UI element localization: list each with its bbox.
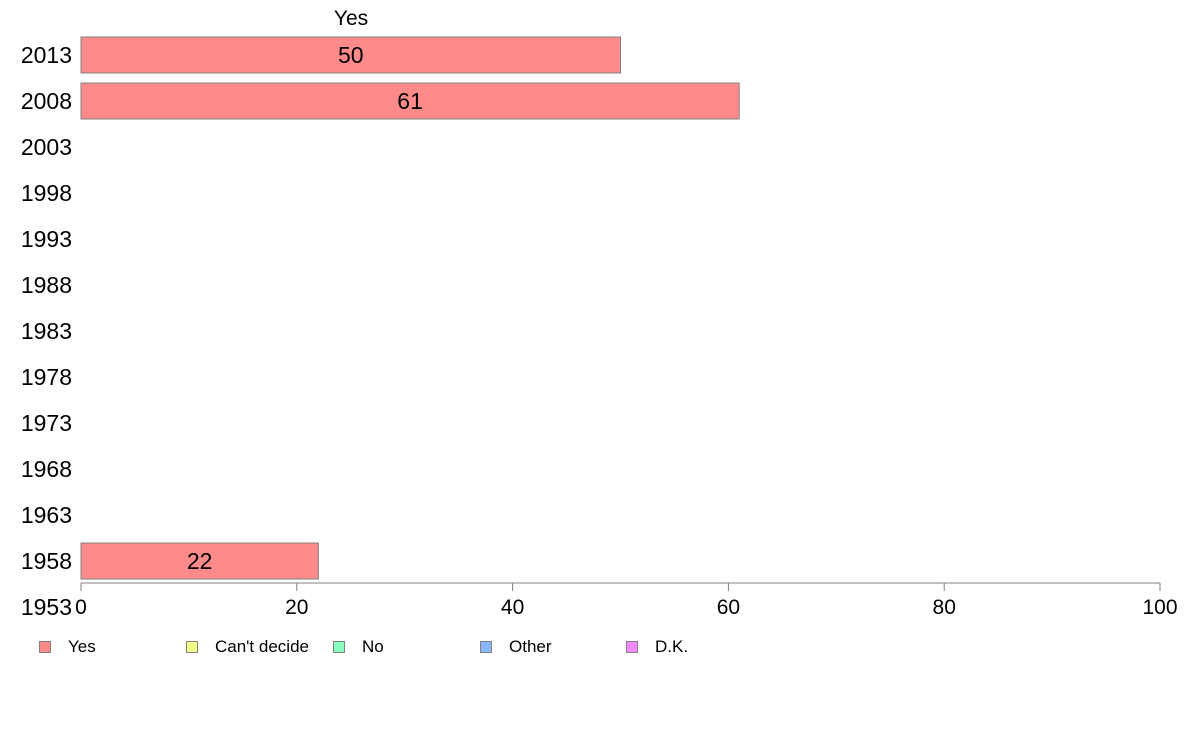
bar [80,36,621,74]
legend-item: No [333,636,384,658]
legend-item: D.K. [626,636,688,658]
legend-item: Yes [39,636,96,658]
category-label: 1993 [21,226,72,252]
legend-swatch [39,641,51,653]
category-label: 1988 [21,272,72,298]
bar [80,542,319,580]
legend-label: No [362,637,384,656]
x-tick-label: 80 [933,596,956,619]
bar [80,82,740,120]
category-label: 1958 [21,548,72,574]
column-header: Yes [334,7,368,30]
x-tick-label: 20 [285,596,308,619]
category-label: 2013 [21,42,72,68]
category-label: 1973 [21,410,72,436]
category-label: 1998 [21,180,72,206]
chart: Yes 2013 50 2008 61 2003 1998 1993 1988 1983 1978 1… [21,7,1178,620]
x-tick-label: 60 [717,596,740,619]
legend-label: Other [509,637,552,656]
x-tick-label: 40 [501,596,524,619]
legend-swatch [186,641,198,653]
legend-swatch [333,641,345,653]
category-label: 2008 [21,88,72,114]
legend-label: Yes [68,637,96,656]
x-tick-label: 100 [1142,596,1177,619]
data-label: 61 [397,88,423,114]
legend: Yes Can't decide No Other D.K. [0,636,1188,658]
data-label: 22 [187,548,213,574]
category-label: 1978 [21,364,72,390]
category-label: 2003 [21,134,72,160]
legend-swatch [480,641,492,653]
category-label: 1953 [21,594,72,620]
data-label: 50 [338,42,364,68]
category-label: 1963 [21,502,72,528]
category-label: 1983 [21,318,72,344]
legend-label: Can't decide [215,637,309,656]
legend-item: Other [480,636,552,658]
legend-label: D.K. [655,637,689,656]
category-label: 1968 [21,456,72,482]
legend-swatch [626,641,638,653]
legend-item: Can't decide [186,636,309,658]
x-tick-label: 0 [75,596,87,619]
